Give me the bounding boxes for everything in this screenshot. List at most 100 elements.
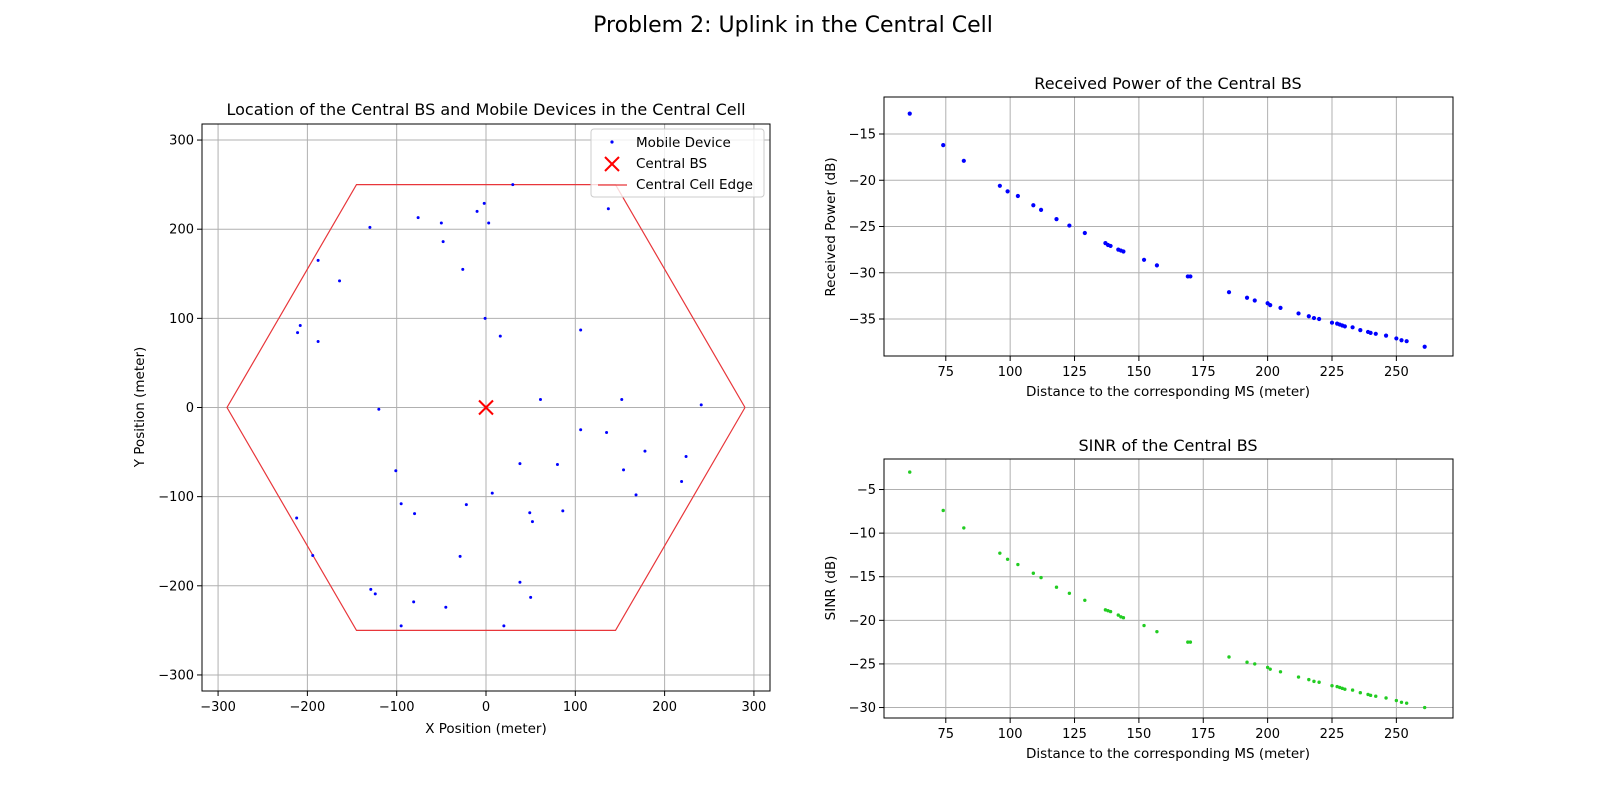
sinr-point bbox=[1312, 679, 1316, 684]
received-x-tick-label: 250 bbox=[1384, 365, 1409, 380]
mobile-device-point bbox=[555, 463, 559, 467]
sinr-x-tick-label: 200 bbox=[1255, 727, 1280, 742]
mobile-device-point bbox=[502, 624, 506, 628]
sinr-point bbox=[1330, 684, 1334, 688]
sinr-point bbox=[1394, 698, 1399, 703]
received-point bbox=[1404, 339, 1409, 344]
mobile-device-point bbox=[529, 595, 533, 599]
sinr-point bbox=[1119, 615, 1123, 619]
sinr-point bbox=[1188, 640, 1193, 644]
received-point bbox=[1005, 189, 1010, 194]
legend-central-bs-label: Central BS bbox=[636, 156, 707, 172]
mobile-device-point bbox=[369, 587, 373, 591]
sinr-x-tick-label: 225 bbox=[1320, 727, 1345, 742]
sinr-point bbox=[1227, 655, 1231, 659]
location-x-tick-label: 0 bbox=[482, 700, 490, 715]
sinr-x-tick-label: 75 bbox=[938, 727, 955, 742]
sinr-point bbox=[1103, 608, 1108, 612]
received-x-tick-label: 75 bbox=[938, 365, 955, 380]
received-x-tick-label: 150 bbox=[1126, 365, 1151, 380]
sinr-point bbox=[1374, 694, 1378, 698]
sinr-y-tick-label: −30 bbox=[849, 701, 876, 716]
received-power-plot: Received Power of the Central BS 75 100 12… bbox=[823, 74, 1454, 400]
sinr-x-tick-label: 125 bbox=[1062, 727, 1087, 742]
sinr-y-axis-label: SINR (dB) bbox=[823, 556, 839, 621]
mobile-device-point bbox=[605, 430, 609, 434]
mobile-device-point bbox=[483, 316, 487, 320]
received-power-y-axis-label: Received Power (dB) bbox=[823, 157, 839, 296]
sinr-point bbox=[1186, 640, 1190, 644]
legend-central-bs-swatch bbox=[604, 156, 620, 172]
received-power-gridlines bbox=[884, 97, 1453, 356]
mobile-device-point bbox=[412, 600, 416, 604]
received-point bbox=[1038, 207, 1044, 212]
mobile-device-point bbox=[316, 340, 320, 344]
sinr-point bbox=[1005, 557, 1010, 561]
mobile-device-point bbox=[487, 221, 491, 225]
sinr-point bbox=[1296, 675, 1301, 679]
received-point bbox=[1422, 344, 1427, 349]
sinr-y-tick-label: −10 bbox=[849, 527, 876, 542]
mobile-device-point bbox=[498, 334, 502, 338]
received-point bbox=[1121, 249, 1126, 254]
mobile-device-point bbox=[311, 553, 315, 557]
mobile-device-point bbox=[464, 503, 468, 507]
sinr-frame bbox=[883, 458, 1454, 719]
mobile-device-point bbox=[634, 493, 638, 497]
location-y-tick-label: −100 bbox=[158, 490, 194, 505]
received-x-tick-label: 125 bbox=[1062, 365, 1087, 380]
sinr-point bbox=[1116, 613, 1120, 617]
central-bs-marker-stroke bbox=[478, 399, 494, 416]
received-point bbox=[1317, 316, 1322, 322]
sinr-point bbox=[1317, 680, 1321, 684]
mobile-device-point bbox=[579, 328, 583, 332]
sinr-gridlines bbox=[884, 459, 1453, 718]
received-point bbox=[1373, 331, 1378, 336]
received-point bbox=[1394, 336, 1399, 341]
received-point bbox=[1311, 315, 1317, 321]
received-point bbox=[1252, 298, 1257, 303]
mobile-device-point bbox=[444, 605, 448, 609]
sinr-y-tick-label: −25 bbox=[849, 657, 876, 672]
sinr-point bbox=[1106, 609, 1110, 613]
sinr-point bbox=[1155, 629, 1159, 634]
received-x-tick-label: 175 bbox=[1191, 365, 1216, 380]
sinr-point bbox=[1054, 585, 1059, 589]
mobile-device-point bbox=[482, 201, 486, 205]
sinr-title: SINR of the Central BS bbox=[1078, 436, 1257, 455]
mobile-device-point bbox=[606, 207, 610, 211]
received-power-ticks: 75 100 125 150 175 200 225 250 −15 −20 −25 −30 −35 bbox=[849, 128, 1409, 381]
sinr-point bbox=[1338, 685, 1342, 690]
sinr-point bbox=[1384, 696, 1388, 700]
sinr-point bbox=[1039, 575, 1043, 580]
mobile-device-point bbox=[399, 502, 403, 506]
sinr-point bbox=[1307, 677, 1311, 682]
received-x-tick-label: 100 bbox=[998, 365, 1023, 380]
location-plot: Location of the Central BS and Mobile De… bbox=[132, 100, 771, 737]
received-point bbox=[997, 183, 1002, 188]
legend-box bbox=[590, 128, 765, 198]
central-bs-marker bbox=[478, 399, 494, 416]
sinr-point bbox=[1245, 660, 1249, 664]
location-x-tick-label: −300 bbox=[200, 700, 236, 715]
sinr-point bbox=[1335, 684, 1339, 689]
received-point bbox=[1350, 325, 1355, 330]
mobile-device-point bbox=[296, 331, 300, 335]
mobile-device-point bbox=[684, 455, 688, 459]
received-point bbox=[1108, 243, 1113, 249]
location-y-tick-label: 100 bbox=[169, 312, 194, 327]
received-point bbox=[1054, 217, 1059, 222]
mobile-device-point bbox=[441, 240, 445, 244]
sinr-point bbox=[1121, 616, 1126, 620]
received-y-tick-label: −30 bbox=[849, 266, 876, 281]
mobile-device-point bbox=[680, 479, 684, 483]
sinr-point bbox=[1253, 662, 1257, 666]
received-point bbox=[961, 158, 966, 163]
sinr-point bbox=[908, 470, 912, 474]
received-point bbox=[1031, 203, 1036, 208]
sinr-point bbox=[1366, 692, 1370, 697]
location-x-tick-label: −200 bbox=[290, 700, 326, 715]
sinr-point bbox=[962, 526, 966, 530]
received-point bbox=[1278, 305, 1283, 310]
